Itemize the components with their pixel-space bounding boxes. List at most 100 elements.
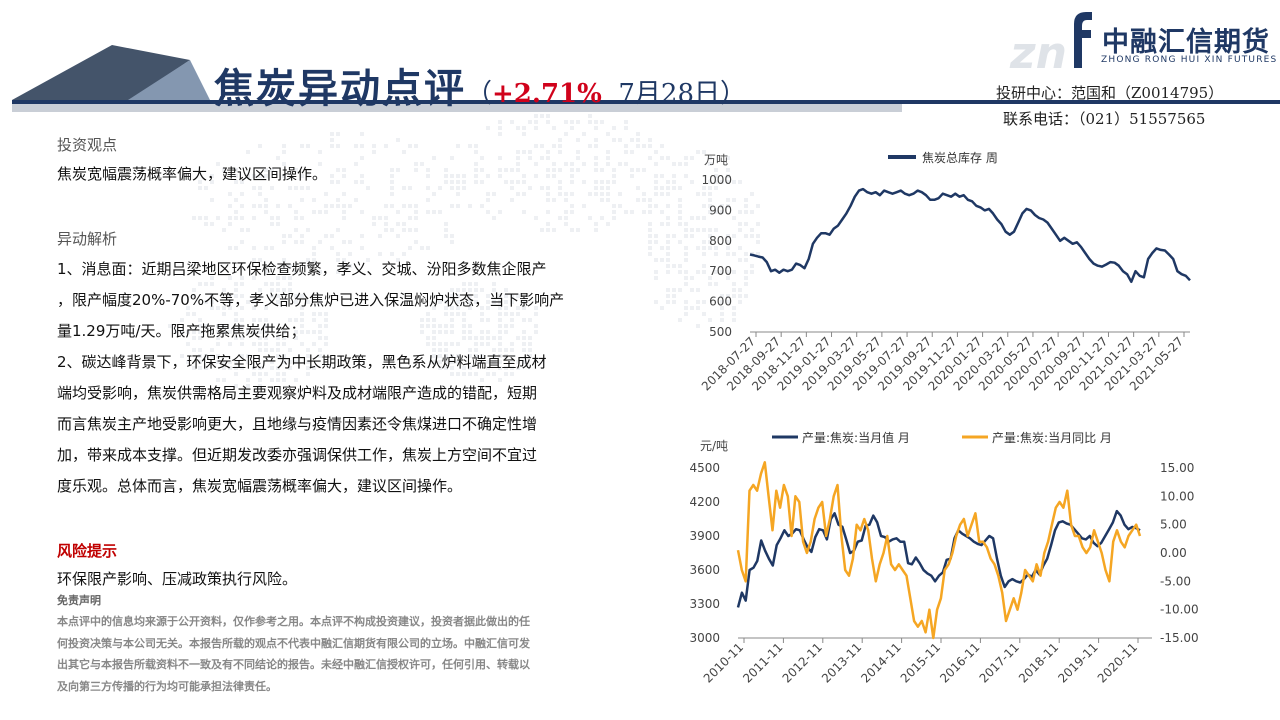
map-dot — [708, 228, 712, 232]
map-dot — [396, 222, 400, 226]
map-dot — [228, 246, 232, 250]
y-axis-unit-label: 元/吨 — [700, 439, 728, 453]
map-dot — [450, 324, 454, 328]
map-dot — [420, 318, 424, 322]
map-dot — [444, 348, 448, 352]
map-dot — [588, 120, 592, 124]
map-dot — [756, 240, 760, 244]
map-dot — [732, 252, 736, 256]
map-dot — [726, 276, 730, 280]
map-dot — [666, 180, 670, 184]
map-dot — [726, 246, 730, 250]
x-tick-label: 2014-11 — [858, 640, 903, 685]
map-dot — [408, 228, 412, 232]
map-dot — [474, 174, 478, 178]
map-dot — [204, 222, 208, 226]
map-dot — [558, 216, 562, 220]
map-dot — [534, 114, 538, 118]
map-dot — [216, 330, 220, 334]
map-dot — [252, 300, 256, 304]
map-dot — [408, 246, 412, 250]
map-dot — [522, 348, 526, 352]
legend-label: 焦炭总库存 周 — [922, 150, 998, 165]
map-dot — [720, 270, 724, 274]
map-dot — [756, 252, 760, 256]
map-dot — [642, 144, 646, 148]
map-dot — [684, 228, 688, 232]
map-dot — [522, 210, 526, 214]
map-dot — [564, 222, 568, 226]
map-dot — [168, 324, 172, 328]
map-dot — [486, 366, 490, 370]
map-dot — [690, 156, 694, 160]
map-dot — [696, 246, 700, 250]
map-dot — [522, 306, 526, 310]
map-dot — [606, 162, 610, 166]
map-dot — [624, 126, 628, 130]
map-dot — [210, 300, 214, 304]
map-dot — [228, 300, 232, 304]
map-dot — [696, 270, 700, 274]
map-dot — [456, 312, 460, 316]
map-dot — [348, 264, 352, 268]
map-dot — [300, 312, 304, 316]
map-dot — [510, 312, 514, 316]
map-dot — [270, 246, 274, 250]
map-dot — [270, 282, 274, 286]
disclaimer-line: 本点评中的信息均来源于公开资料，仅作参考之用。本点评不构成投资建议，投资者据此做… — [57, 615, 530, 628]
map-dot — [486, 192, 490, 196]
map-dot — [672, 300, 676, 304]
map-dot — [234, 366, 238, 370]
map-dot — [744, 204, 748, 208]
map-dot — [318, 348, 322, 352]
map-dot — [210, 282, 214, 286]
map-dot — [498, 366, 502, 370]
map-dot — [744, 198, 748, 202]
x-tick-label: 2011-11 — [740, 640, 785, 685]
map-dot — [258, 348, 262, 352]
map-dot — [594, 156, 598, 160]
map-dot — [648, 144, 652, 148]
map-dot — [606, 150, 610, 154]
map-dot — [396, 258, 400, 262]
map-dot — [288, 234, 292, 238]
map-dot — [492, 192, 496, 196]
map-dot — [306, 258, 310, 262]
map-dot — [600, 186, 604, 190]
map-dot — [498, 324, 502, 328]
map-dot — [372, 150, 376, 154]
map-dot — [552, 144, 556, 148]
map-dot — [252, 366, 256, 370]
map-dot — [474, 288, 478, 292]
map-dot — [192, 312, 196, 316]
map-dot — [444, 312, 448, 316]
map-dot — [648, 228, 652, 232]
map-dot — [702, 246, 706, 250]
map-dot — [360, 210, 364, 214]
analysis-body: 1、消息面：近期吕梁地区环保检查频繁，孝义、交城、汾阳多数焦企限产 ，限产幅度2… — [57, 254, 564, 502]
map-dot — [636, 168, 640, 172]
map-dot — [276, 354, 280, 358]
map-dot — [684, 174, 688, 178]
x-tick-label: 2018-11 — [1016, 640, 1061, 685]
map-dot — [654, 234, 658, 238]
map-dot — [480, 360, 484, 364]
map-dot — [342, 204, 346, 208]
map-dot — [258, 174, 262, 178]
y-tick-label: 4200 — [690, 495, 720, 509]
map-dot — [654, 300, 658, 304]
map-dot — [318, 336, 322, 340]
map-dot — [444, 306, 448, 310]
map-dot — [546, 192, 550, 196]
map-dot — [426, 318, 430, 322]
map-dot — [198, 324, 202, 328]
map-dot — [372, 216, 376, 220]
map-dot — [330, 246, 334, 250]
legend-label-yoy: 产量:焦炭:当月同比 月 — [992, 431, 1112, 445]
map-dot — [666, 252, 670, 256]
map-dot — [444, 222, 448, 226]
map-dot — [690, 306, 694, 310]
y-tick-label: 900 — [709, 203, 732, 217]
map-dot — [396, 168, 400, 172]
